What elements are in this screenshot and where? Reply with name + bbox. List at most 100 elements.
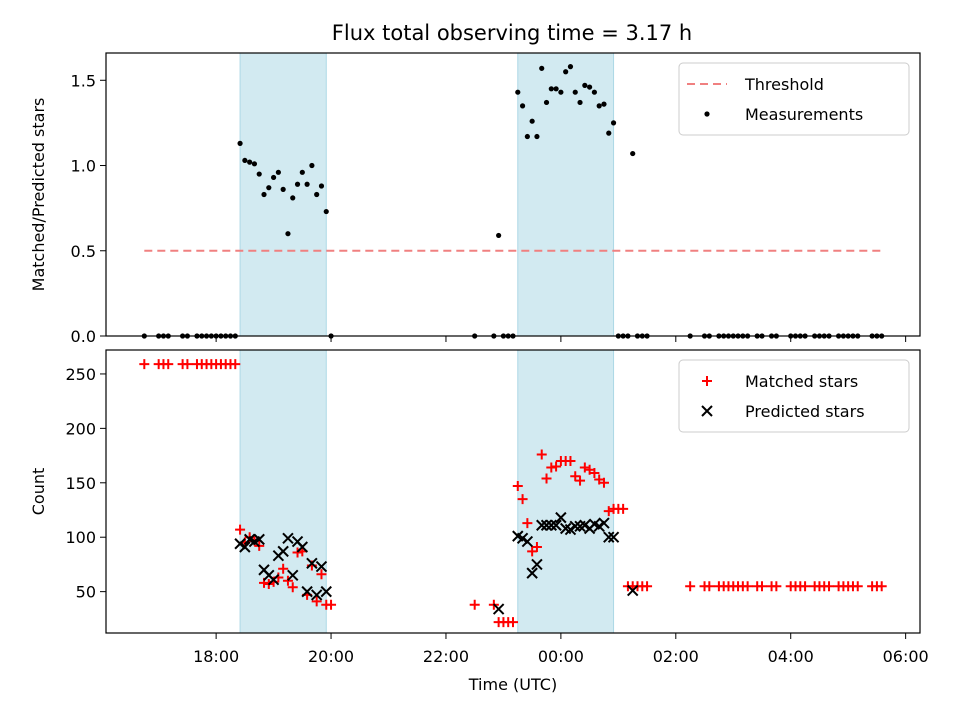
measurement-point (610, 120, 617, 126)
matched-star-point (536, 449, 547, 460)
predicted-star-point (320, 585, 332, 598)
measurement-point (553, 86, 559, 92)
matched-star-point (642, 581, 653, 592)
measurement-point (558, 89, 564, 95)
predicted-star-point (607, 531, 620, 543)
predicted-star-point (296, 541, 309, 553)
y-tick-label: 1.0 (71, 157, 96, 176)
predicted-star-point (603, 531, 615, 543)
measurement-point (261, 191, 267, 198)
y-tick-label: 50 (76, 583, 96, 602)
matched-star-point (598, 477, 609, 488)
matched-star-point (546, 462, 557, 473)
predicted-star-point (550, 519, 562, 531)
measurement-point (323, 208, 329, 215)
measurement-point (577, 99, 583, 106)
measurement-point (251, 161, 258, 167)
measurement-point (496, 232, 502, 239)
measurement-point (596, 103, 602, 109)
x-tick-label: 18:00 (193, 647, 239, 666)
legend-label: Threshold (744, 75, 824, 94)
matched-star-point (235, 524, 246, 535)
matched-star-point (522, 518, 533, 529)
x-tick-label: 22:00 (423, 647, 469, 666)
matched-star-point (278, 563, 289, 574)
predicted-star-point (253, 533, 265, 546)
predicted-star-point (310, 589, 323, 601)
x-axis-label: Time (UTC) (468, 675, 557, 694)
matched-star-point (163, 359, 174, 370)
predicted-star-point (531, 558, 543, 571)
measurement-point (587, 84, 593, 90)
matched-star-point (282, 575, 293, 586)
legend-label: Matched stars (745, 372, 858, 391)
y-axis-label: Matched/Predicted stars (29, 98, 48, 292)
matched-star-point (589, 467, 600, 478)
measurement-point (572, 89, 578, 95)
y-tick-label: 1.5 (71, 71, 96, 90)
predicted-star-point (267, 573, 280, 586)
matched-star-point (685, 581, 696, 592)
measurement-point (563, 69, 569, 75)
measurement-point (519, 103, 526, 109)
legend: Matched stars Predicted stars (678, 359, 910, 433)
matched-star-point (527, 546, 538, 557)
matched-star-point (824, 581, 835, 592)
measurement-point (304, 181, 310, 187)
predicted-star-point (301, 585, 313, 598)
y-tick-label: 150 (65, 474, 96, 493)
matched-star-point (230, 359, 241, 370)
matched-star-point (570, 471, 581, 482)
matched-star-point (139, 359, 150, 370)
legend-box (678, 359, 910, 433)
measurement-point (256, 171, 262, 177)
measurement-point (299, 169, 305, 175)
legend-label: Measurements (745, 105, 863, 124)
measurement-point (275, 169, 281, 175)
predicted-star-point (526, 567, 538, 579)
matched-star-point (742, 581, 753, 592)
y-axis-label: Count (29, 468, 48, 516)
measurement-point (567, 64, 574, 70)
predicted-star-point (598, 517, 610, 529)
matched-star-point (704, 581, 715, 592)
measurement-point (237, 140, 243, 146)
measurement-point (548, 86, 554, 92)
y-tick-label: 250 (65, 365, 96, 384)
matched-star-point (316, 569, 327, 580)
y-tick-label: 200 (65, 419, 96, 438)
predicted-star-point (282, 532, 294, 545)
predicted-star-point (239, 541, 251, 553)
x-tick-label: 00:00 (538, 647, 584, 666)
x-tick-label: 04:00 (768, 647, 814, 666)
predicted-star-point (287, 569, 299, 582)
x-tick-label: 06:00 (883, 647, 929, 666)
measurement-point (534, 133, 540, 140)
matched-star-point (517, 494, 528, 505)
measurement-point (630, 150, 636, 157)
measurement-point (280, 186, 286, 192)
axes-frame (105, 349, 921, 634)
measurement-point (266, 185, 272, 191)
legend-matched-swatch (702, 376, 712, 386)
matched-star-point (326, 599, 337, 610)
shaded-window (517, 52, 615, 337)
matched-star-point (756, 581, 767, 592)
figure-title: Flux total observing time = 3.17 h (332, 21, 692, 45)
y-tick-label: 100 (65, 528, 96, 547)
matched-star-point (771, 581, 782, 592)
matched-star-point (512, 481, 523, 492)
measurement-point (515, 89, 521, 95)
legend-predicted-swatch (701, 405, 713, 417)
axes-frame (105, 52, 921, 337)
matched-star-point (551, 461, 562, 472)
legend: Threshold Measurements (678, 62, 910, 136)
measurement-point (543, 99, 550, 106)
matched-star-point (311, 596, 322, 607)
matched-star-point (287, 582, 298, 593)
predicted-star-point (555, 511, 567, 524)
predicted-star-point (626, 584, 639, 597)
measurement-point (539, 65, 545, 71)
predicted-star-point (277, 545, 289, 558)
